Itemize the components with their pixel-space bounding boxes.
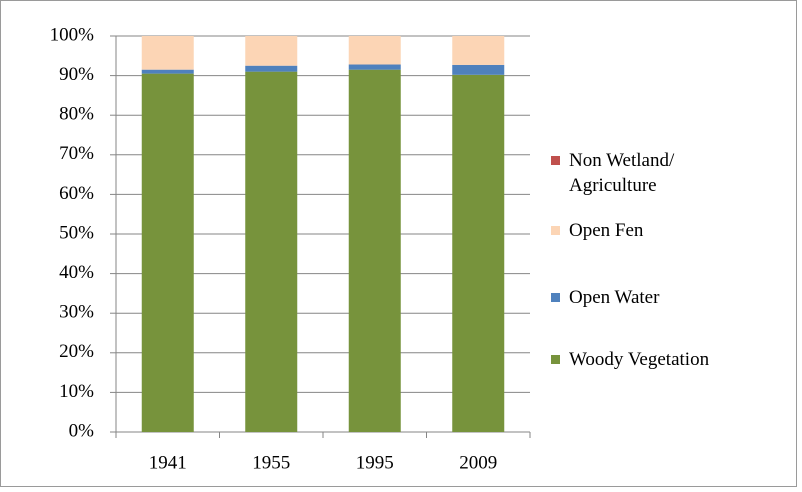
x-tick-label: 1941 xyxy=(149,452,187,473)
y-tick-label: 30% xyxy=(59,302,94,323)
y-tick-label: 10% xyxy=(59,381,94,402)
y-tick-label: 60% xyxy=(59,183,94,204)
legend-swatch xyxy=(551,355,560,364)
bar-segment xyxy=(452,36,505,65)
bar-segment xyxy=(452,74,505,433)
bar-segment xyxy=(245,36,298,66)
legend-entry: Open Water xyxy=(549,285,799,310)
bar-segment xyxy=(245,71,298,432)
y-tick-label: 20% xyxy=(59,341,94,362)
bar-segment xyxy=(141,73,194,433)
y-tick-label: 0% xyxy=(69,420,95,441)
legend-entry: Non Wetland/ Agriculture xyxy=(549,148,699,198)
legend-swatch xyxy=(551,226,560,235)
legend-label: Woody Vegetation xyxy=(569,349,710,370)
legend-swatch xyxy=(551,156,560,165)
bar-segment xyxy=(348,36,401,65)
x-tick-label: 1995 xyxy=(356,452,394,473)
legend-label: Open Water xyxy=(569,287,660,308)
y-tick-label: 90% xyxy=(59,64,94,85)
legend-swatch xyxy=(551,293,560,302)
legend-entry: Open Fen xyxy=(549,218,799,243)
bar-segment xyxy=(141,36,194,70)
legend-label: Non Wetland/ Agriculture xyxy=(569,150,675,196)
y-tick-label: 70% xyxy=(59,143,94,164)
legend-label: Open Fen xyxy=(569,220,644,241)
bar-segment xyxy=(141,69,194,74)
x-tick-label: 1955 xyxy=(252,452,290,473)
bar-segment xyxy=(348,69,401,432)
y-tick-label: 80% xyxy=(59,104,94,125)
y-tick-label: 40% xyxy=(59,262,94,283)
bar-segment xyxy=(245,65,298,72)
y-tick-label: 100% xyxy=(50,24,95,45)
bar-segment xyxy=(452,64,505,75)
x-tick-label: 2009 xyxy=(459,452,497,473)
bar-segment xyxy=(348,64,401,70)
y-tick-label: 50% xyxy=(59,222,94,243)
legend-entry: Woody Vegetation xyxy=(549,347,799,372)
